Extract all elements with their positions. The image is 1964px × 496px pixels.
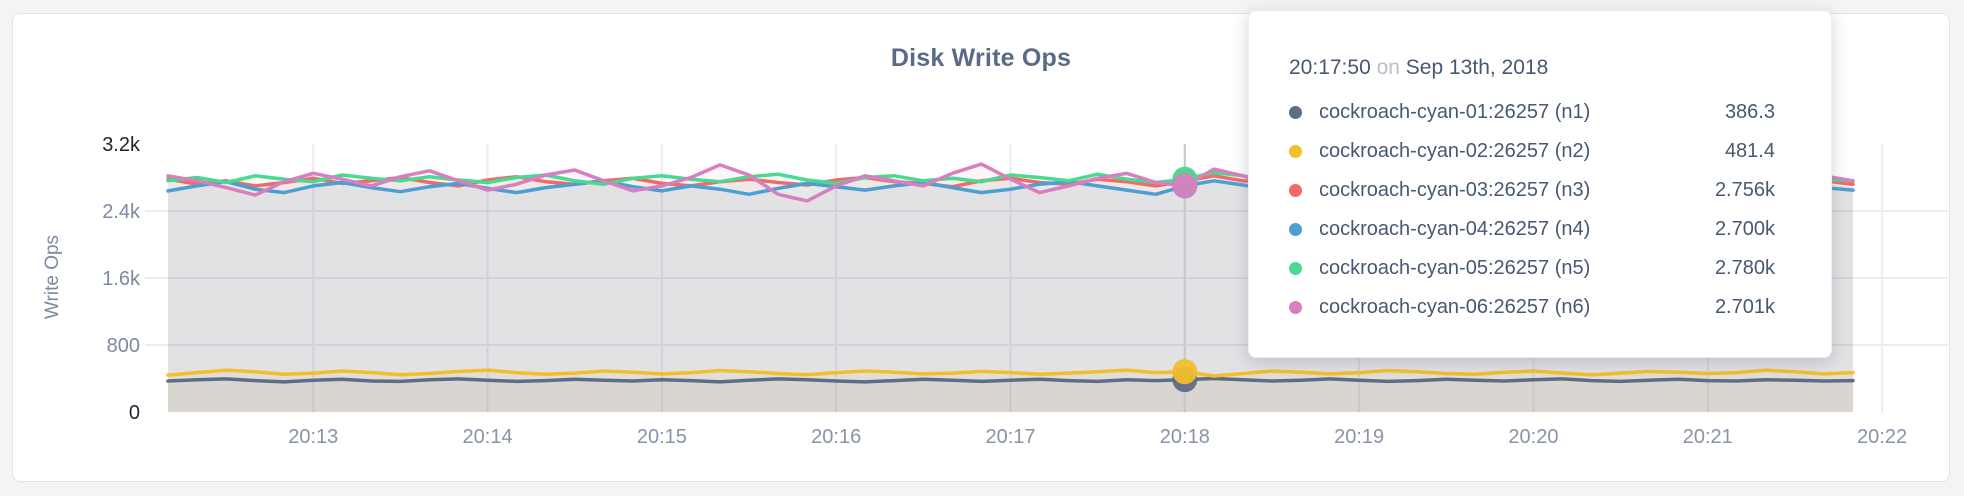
y-tick-label: 1.6k: [102, 268, 141, 290]
x-tick-label: 20:13: [288, 426, 338, 448]
x-tick-label: 20:22: [1857, 426, 1907, 448]
series-label: cockroach-cyan-04:26257 (n4): [1319, 218, 1591, 240]
x-tick-label: 20:14: [463, 426, 513, 448]
tooltip-row: cockroach-cyan-06:26257 (n6) 2.701k: [1289, 288, 1775, 327]
hover-dot: [1172, 359, 1198, 385]
tooltip-row: cockroach-cyan-03:26257 (n3) 2.756k: [1289, 171, 1775, 210]
series-label: cockroach-cyan-02:26257 (n2): [1319, 140, 1591, 162]
series-value: 2.701k: [1714, 296, 1775, 318]
tooltip-time: 20:17:50: [1289, 56, 1371, 79]
x-tick-label: 20:20: [1508, 426, 1558, 448]
hover-dots: [1172, 166, 1198, 393]
y-tick-label: 2.4k: [102, 201, 141, 223]
series-label: cockroach-cyan-05:26257 (n5): [1319, 257, 1591, 279]
y-tick-label: 800: [107, 335, 140, 357]
series-value: 386.3: [1724, 101, 1775, 123]
tooltip-row: cockroach-cyan-02:26257 (n2) 481.4: [1289, 132, 1775, 171]
tooltip-header: 20:17:50 on Sep 13th, 2018: [1289, 55, 1775, 81]
hover-dot: [1172, 173, 1198, 199]
series-bullet-icon: [1289, 262, 1302, 275]
x-tick-label: 20:17: [985, 426, 1035, 448]
tooltip-row: cockroach-cyan-05:26257 (n5) 2.780k: [1289, 249, 1775, 288]
chart-tooltip: 20:17:50 on Sep 13th, 2018 cockroach-cya…: [1248, 10, 1832, 358]
series-value: 2.700k: [1714, 218, 1775, 240]
series-bullet-icon: [1289, 184, 1302, 197]
series-label: cockroach-cyan-01:26257 (n1): [1319, 101, 1591, 123]
series-label: cockroach-cyan-06:26257 (n6): [1319, 296, 1591, 318]
series-value: 2.756k: [1714, 179, 1775, 201]
tooltip-rows: cockroach-cyan-01:26257 (n1) 386.3 cockroa…: [1289, 93, 1775, 327]
tooltip-date: Sep 13th, 2018: [1405, 56, 1549, 79]
y-tick-labels: 0 800 1.6k 2.4k 3.2k: [102, 134, 141, 424]
x-tick-label: 20:21: [1683, 426, 1733, 448]
series-label: cockroach-cyan-03:26257 (n3): [1319, 179, 1591, 201]
y-axis-title: Write Ops: [42, 235, 63, 319]
series-value: 2.780k: [1714, 257, 1775, 279]
series-value: 481.4: [1724, 140, 1775, 162]
series-bullet-icon: [1289, 106, 1302, 119]
y-tick-label: 0: [129, 402, 140, 424]
series-bullet-icon: [1289, 223, 1302, 236]
x-tick-label: 20:19: [1334, 426, 1384, 448]
x-tick-label: 20:15: [637, 426, 687, 448]
tooltip-row: cockroach-cyan-04:26257 (n4) 2.700k: [1289, 210, 1775, 249]
x-tick-labels: 20:13 20:14 20:15 20:16 20:17 20:18 20:19 20:20…: [288, 426, 1907, 448]
tooltip-row: cockroach-cyan-01:26257 (n1) 386.3: [1289, 93, 1775, 132]
x-tick-label: 20:16: [811, 426, 861, 448]
chart-title: Disk Write Ops: [890, 44, 1072, 72]
y-tick-label: 3.2k: [102, 134, 141, 156]
x-tick-label: 20:18: [1160, 426, 1210, 448]
series-bullet-icon: [1289, 301, 1302, 314]
series-bullet-icon: [1289, 145, 1302, 158]
tooltip-on-word: on: [1376, 56, 1400, 79]
